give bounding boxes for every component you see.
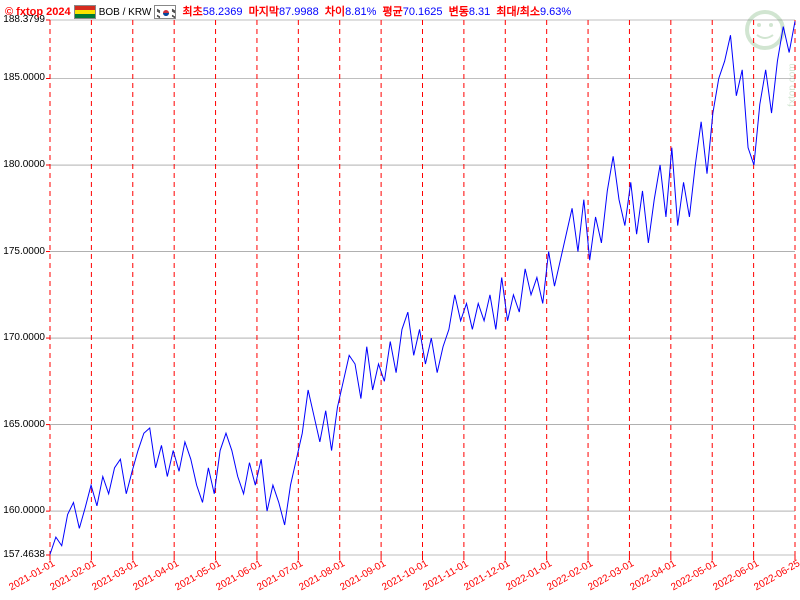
- stat-diff-value: 8.81%: [345, 6, 376, 18]
- stat-diff-label: 차이: [325, 6, 345, 18]
- chart-container: fxtop.com © fxtop 2024 BOB / KRW 최초58.23…: [0, 0, 800, 600]
- stat-first-value: 58.2369: [203, 6, 243, 18]
- y-axis-label: 170.0000: [0, 332, 45, 343]
- y-axis-label: 160.0000: [0, 505, 45, 516]
- stat-last-label: 마지막: [249, 6, 279, 18]
- y-axis-label: 180.0000: [0, 159, 45, 170]
- stat-avg-label: 평균: [382, 6, 402, 18]
- flag-from-icon: [74, 5, 96, 19]
- stat-maxmin-value: 9.63%: [540, 6, 571, 18]
- stat-maxmin-label: 최대/최소: [496, 6, 540, 18]
- y-axis-label: 185.0000: [0, 72, 45, 83]
- chart-header: © fxtop 2024 BOB / KRW 최초58.2369 마지막87.9…: [5, 3, 795, 19]
- stat-avg-value: 70.1625: [403, 6, 443, 18]
- stat-last-value: 87.9988: [279, 6, 319, 18]
- currency-pair: BOB / KRW: [99, 7, 152, 18]
- stat-change-label: 변동: [449, 6, 469, 18]
- stat-change-value: 8.31: [469, 6, 490, 18]
- y-axis-label: 165.0000: [0, 419, 45, 430]
- copyright-text: © fxtop 2024: [5, 6, 71, 18]
- y-axis-label: 157.4638: [0, 549, 45, 560]
- y-axis-label: 175.0000: [0, 246, 45, 257]
- line-chart: [0, 0, 800, 600]
- stat-first-label: 최초: [183, 6, 203, 18]
- flag-to-icon: [154, 5, 176, 19]
